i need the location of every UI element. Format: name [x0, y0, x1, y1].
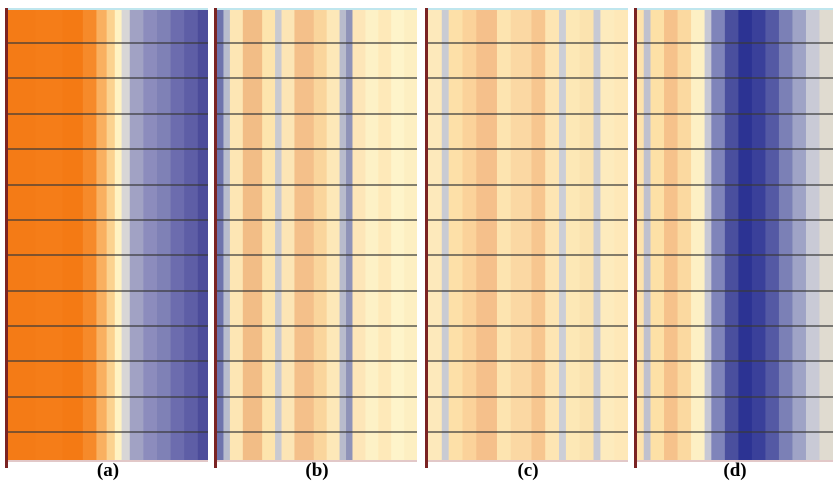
- panel-d-bottom-edge: [637, 460, 833, 462]
- panel-d-caption: (d): [723, 460, 747, 481]
- panel-b-stripe: [294, 8, 315, 460]
- panel-c-stripe: [428, 8, 443, 460]
- panel-b-stripe: [352, 8, 366, 460]
- panel-a-stripe: [129, 8, 144, 460]
- panel-b-caption: (b): [305, 460, 329, 481]
- panel-b-stripe: [378, 8, 392, 460]
- panel-b-stripe: [404, 8, 417, 460]
- panel-d-stripe: [792, 8, 807, 460]
- panel-c-caption: (c): [517, 460, 539, 481]
- panel-c-bottom-edge: [428, 460, 628, 462]
- panel-b-stripe: [326, 8, 341, 460]
- panel-a-stripe: [106, 8, 116, 460]
- panel-a-stripe: [35, 8, 64, 460]
- panel-b-stripe: [242, 8, 263, 460]
- panel-b-stripe: [229, 8, 244, 460]
- panel-d-stripe: [738, 8, 753, 460]
- panel-d: [637, 8, 833, 460]
- panel-c-stripe: [545, 8, 560, 460]
- panel-c-stripe: [579, 8, 595, 460]
- panel-a-stripe: [82, 8, 98, 460]
- panel-d-stripe: [704, 8, 712, 460]
- panel-c: [428, 8, 628, 460]
- panel-a-stripe: [121, 8, 131, 460]
- panel-b-stripe: [275, 8, 283, 460]
- panel-c-stripe: [531, 8, 546, 460]
- panel-b-stripe: [365, 8, 379, 460]
- panel-b-bottom-edge: [217, 460, 417, 462]
- panel-a-stripe: [197, 8, 208, 460]
- panel-a-stripe: [170, 8, 185, 460]
- panel-a-stripe: [8, 8, 36, 460]
- panel-d-stripe: [637, 8, 645, 460]
- panel-b-stripe: [313, 8, 328, 460]
- panel-c-stripe: [448, 8, 464, 460]
- panel-c-stripe: [593, 8, 602, 460]
- panel-d-heatmap: [637, 8, 833, 460]
- panel-a-top-edge: [8, 8, 208, 10]
- panel-c-stripe: [462, 8, 477, 460]
- panel-d-left-edge: [634, 8, 637, 468]
- panel-a-stripe: [184, 8, 199, 460]
- panel-d-stripe: [751, 8, 767, 460]
- panel-c-stripe: [600, 8, 615, 460]
- panel-b-stripe: [281, 8, 296, 460]
- panel-c-top-edge: [428, 8, 628, 10]
- panel-d-stripe: [765, 8, 780, 460]
- panel-d-stripe: [805, 8, 821, 460]
- panel-c-stripe: [441, 8, 450, 460]
- panel-a-stripe: [156, 8, 172, 460]
- panel-c-stripe: [559, 8, 567, 460]
- panel-a-stripe: [96, 8, 108, 460]
- panel-a-stripe: [143, 8, 158, 460]
- panel-d-stripe: [819, 8, 833, 460]
- panel-b-stripe: [223, 8, 231, 460]
- panel-a-heatmap: [8, 8, 208, 460]
- panel-c-stripe: [614, 8, 628, 460]
- panel-b-stripe: [217, 8, 225, 460]
- panel-b-top-edge: [217, 8, 417, 10]
- panel-d-stripe: [778, 8, 794, 460]
- panel-d-stripe: [643, 8, 652, 460]
- panel-b-heatmap: [217, 8, 417, 460]
- panel-c-stripe: [565, 8, 581, 460]
- panel-c-stripe: [510, 8, 533, 460]
- panel-c-stripe: [476, 8, 498, 460]
- panel-d-stripe: [650, 8, 665, 460]
- panel-b-left-edge: [214, 8, 217, 468]
- panel-b-stripe: [391, 8, 405, 460]
- panel-b-stripe: [339, 8, 347, 460]
- panel-c-heatmap: [428, 8, 628, 460]
- panel-d-stripe: [724, 8, 739, 460]
- panel-a-bottom-edge: [8, 460, 208, 462]
- panel-d-stripe: [711, 8, 726, 460]
- panel-b: [217, 8, 417, 460]
- panel-a-stripe: [62, 8, 84, 460]
- panel-a-stripe: [114, 8, 123, 460]
- panel-c-stripe: [496, 8, 512, 460]
- panel-d-stripe: [664, 8, 679, 460]
- panel-d-top-edge: [637, 8, 833, 10]
- panel-c-left-edge: [425, 8, 428, 468]
- panel-a: [8, 8, 208, 460]
- panel-d-stripe: [677, 8, 692, 460]
- panel-d-stripe: [691, 8, 706, 460]
- panel-b-stripe: [262, 8, 276, 460]
- panel-a-left-edge: [5, 8, 8, 468]
- panel-a-caption: (a): [96, 460, 120, 481]
- panel-b-stripe: [346, 8, 354, 460]
